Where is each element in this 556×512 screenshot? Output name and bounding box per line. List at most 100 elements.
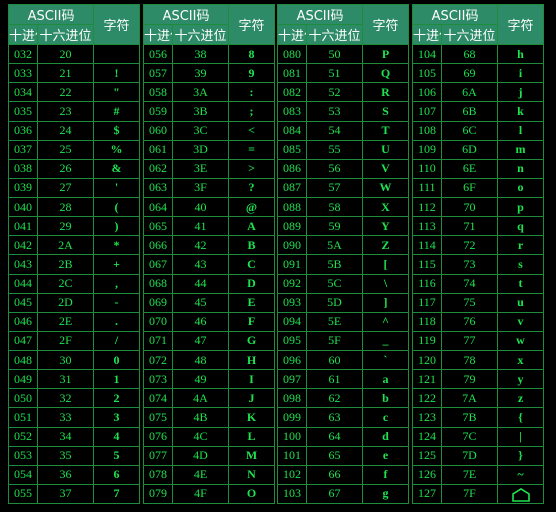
table-row: 102 66 f (277, 464, 410, 485)
character-cell: " (93, 82, 141, 103)
decimal-cell: 112 (412, 196, 442, 218)
table-row: 041 29) (8, 216, 141, 237)
decimal-cell: 066 (143, 235, 173, 256)
decimal-cell: 054 (8, 464, 38, 485)
hex-cell: 34 (36, 426, 95, 447)
character-cell: U (362, 139, 410, 160)
decimal-cell: 051 (8, 407, 38, 428)
hex-cell: 26 (36, 158, 95, 179)
hex-cell: 44 (171, 273, 230, 294)
character-cell: b (362, 388, 410, 409)
decimal-cell: 071 (143, 330, 173, 352)
decimal-cell: 077 (143, 445, 173, 466)
table-row: 112 70 p (412, 196, 545, 218)
table-row: 044 2C, (8, 273, 141, 294)
character-cell: M (228, 445, 276, 466)
hex-cell: 6D (440, 139, 499, 160)
table-row: 082 52 R (277, 82, 410, 103)
hex-cell: 62 (305, 388, 364, 409)
decimal-cell: 115 (412, 254, 442, 275)
hex-cell: 5A (305, 235, 364, 256)
table-row: 049 31 1 (8, 369, 141, 390)
character-cell: 1 (93, 369, 141, 390)
hex-cell: 2B (36, 254, 95, 275)
table-row: 068 44 D (143, 273, 276, 294)
table-row: 072 48 H (143, 349, 276, 371)
decimal-cell: 121 (412, 369, 442, 390)
decimal-cell: 122 (412, 388, 442, 409)
hex-cell: 70 (440, 196, 499, 218)
table-row: 120 78 x (412, 349, 545, 371)
decimal-cell: 034 (8, 82, 38, 103)
table-row: 051 33 3 (8, 407, 141, 428)
hex-cell: 68 (440, 43, 499, 65)
table-row: 032 20 (8, 43, 141, 65)
hex-cell: 74 (440, 273, 499, 294)
character-cell: O (228, 483, 276, 505)
hex-cell: 51 (305, 63, 364, 84)
hex-cell: 7A (440, 388, 499, 409)
hex-cell: 67 (305, 483, 364, 505)
table-row: 086 56 V (277, 158, 410, 179)
table-row: 089 59 Y (277, 216, 410, 237)
ascii-block: ASCII码字符十进位十六进位10468h10569i1066Aj1076Bk1… (411, 4, 545, 505)
hex-cell: 57 (305, 177, 364, 199)
character-cell: / (93, 330, 141, 352)
table-row: 087 57 W (277, 177, 410, 199)
hex-cell: 66 (305, 464, 364, 485)
hex-cell: 25 (36, 139, 95, 160)
table-row: 116 74 t (412, 273, 545, 294)
decimal-cell: 102 (277, 464, 307, 485)
character-cell: , (93, 273, 141, 294)
table-row: 098 62 b (277, 388, 410, 409)
table-row: 062 3E > (143, 158, 276, 179)
decimal-cell: 053 (8, 445, 38, 466)
character-header: 字符 (228, 4, 276, 45)
table-row: 033 21! (8, 63, 141, 84)
decimal-cell: 110 (412, 158, 442, 179)
table-row: 122 7A z (412, 388, 545, 409)
hex-cell: 48 (171, 349, 230, 371)
table-row: 075 4B K (143, 407, 276, 428)
hex-cell: 36 (36, 464, 95, 485)
decimal-cell: 094 (277, 311, 307, 332)
table-row: 103 67 g (277, 483, 410, 505)
hex-cell: 43 (171, 254, 230, 275)
character-cell: @ (228, 196, 276, 218)
decimal-cell: 107 (412, 101, 442, 122)
hex-cell: 6A (440, 82, 499, 103)
decimal-cell: 116 (412, 273, 442, 294)
character-cell: _ (362, 330, 410, 352)
hex-cell: 32 (36, 388, 95, 409)
table-row: 093 5D] (277, 292, 410, 313)
character-cell: - (93, 292, 141, 313)
hex-cell: 23 (36, 101, 95, 122)
hex-cell: 3F (171, 177, 230, 199)
decimal-cell: 113 (412, 216, 442, 237)
table-row: 105 69 i (412, 63, 545, 84)
decimal-cell: 079 (143, 483, 173, 505)
character-cell: & (93, 158, 141, 179)
table-row: 067 43 C (143, 254, 276, 275)
hex-cell: 78 (440, 349, 499, 371)
table-row: 124 7C | (412, 426, 545, 447)
decimal-cell: 090 (277, 235, 307, 256)
hex-cell: 53 (305, 101, 364, 122)
decimal-cell: 106 (412, 82, 442, 103)
table-row: 045 2D - (8, 292, 141, 313)
hex-cell: 38 (171, 43, 230, 65)
character-cell: ( (93, 196, 141, 218)
decimal-cell: 057 (143, 63, 173, 84)
table-row: 100 64 d (277, 426, 410, 447)
decimal-cell: 033 (8, 63, 38, 84)
character-cell: n (497, 158, 545, 179)
hex-cell: 3A (171, 82, 230, 103)
character-cell: B (228, 235, 276, 256)
hex-cell: 30 (36, 349, 95, 371)
character-cell: h (497, 43, 545, 65)
decimal-cell: 068 (143, 273, 173, 294)
hex-cell: 72 (440, 235, 499, 256)
hex-cell: 35 (36, 445, 95, 466)
character-cell: { (497, 407, 545, 428)
character-cell: k (497, 101, 545, 122)
